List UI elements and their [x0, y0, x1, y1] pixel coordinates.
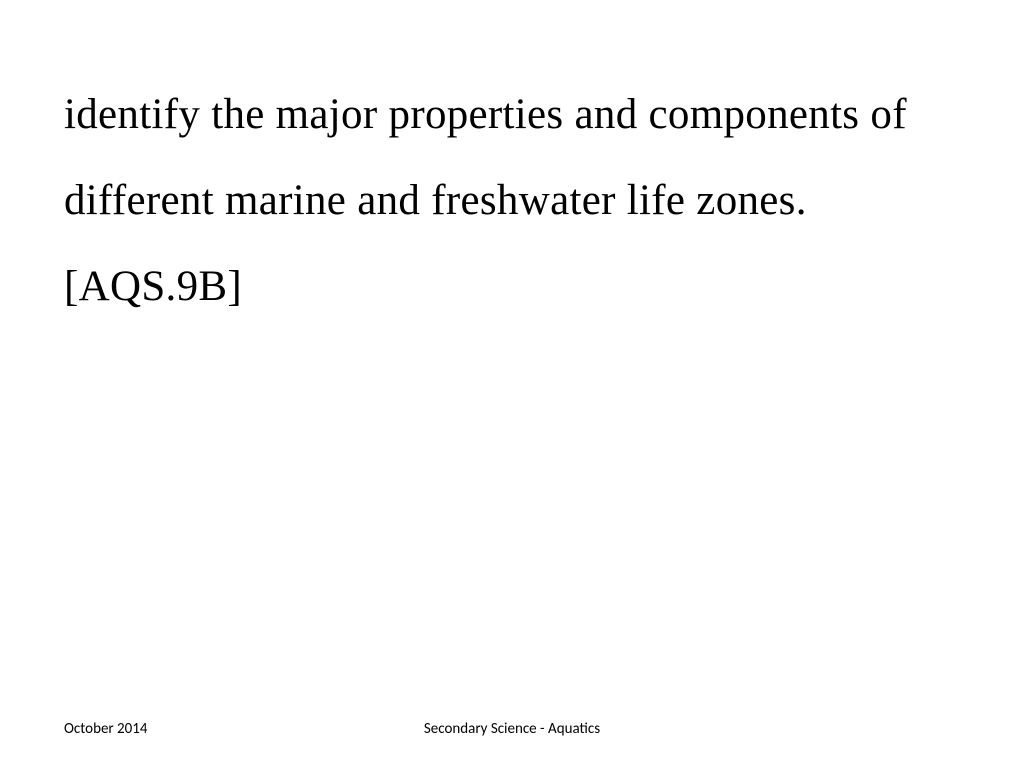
slide-body-text: identify the major properties and compon… — [64, 72, 960, 330]
footer-title: Secondary Science - Aquatics — [0, 720, 1024, 738]
slide: identify the major properties and compon… — [0, 0, 1024, 768]
